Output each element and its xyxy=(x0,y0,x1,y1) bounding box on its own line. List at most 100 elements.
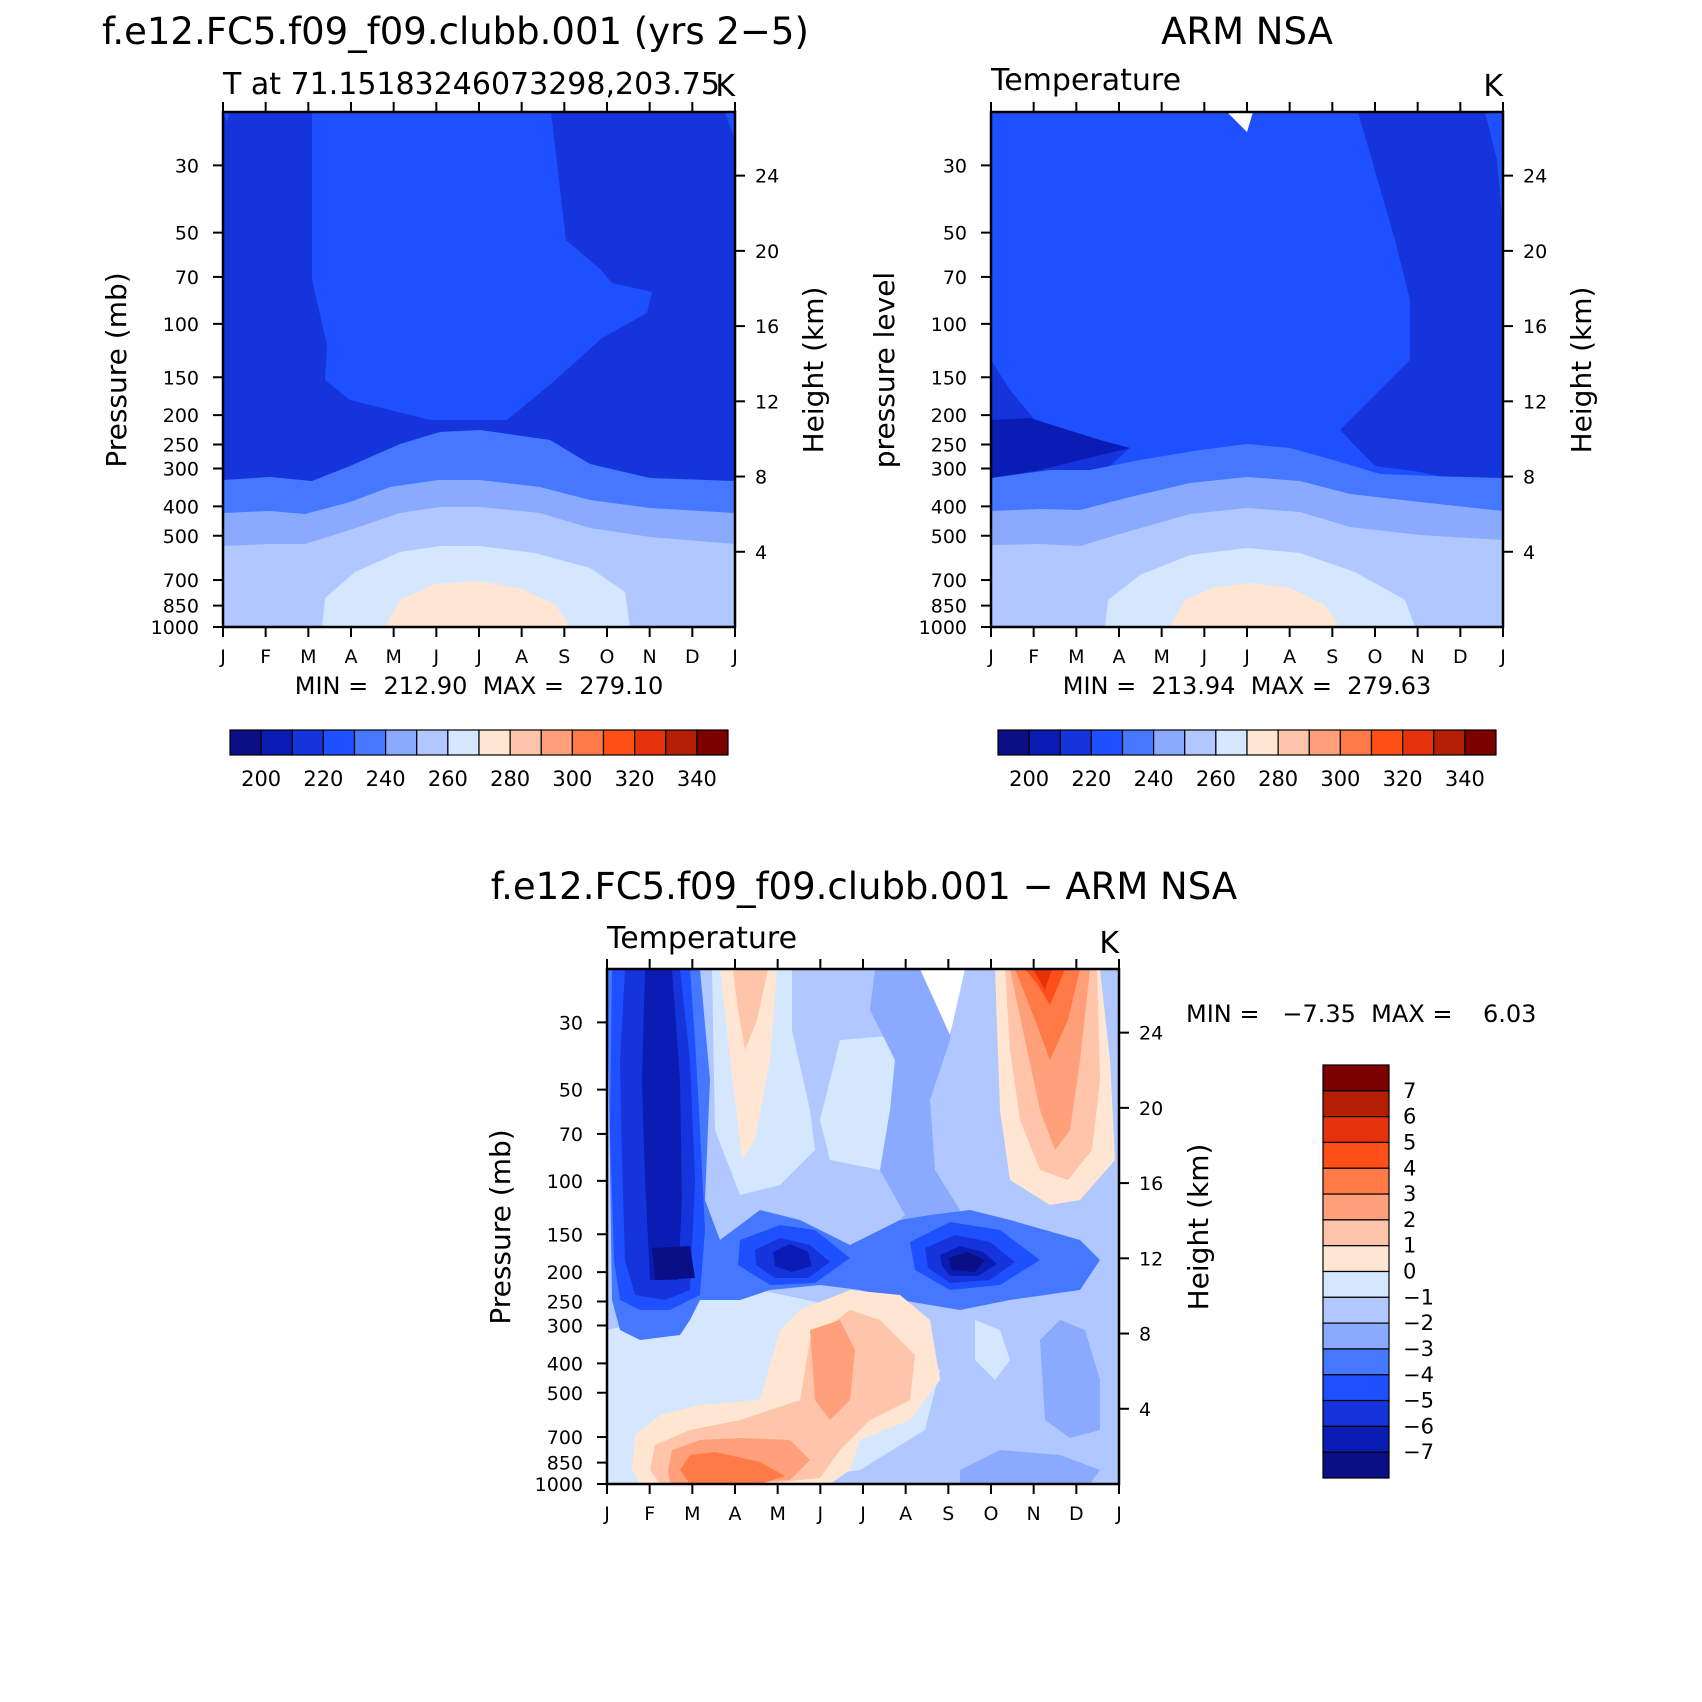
height-tick-label: 24 xyxy=(1139,1023,1163,1045)
colorbar-label: −5 xyxy=(1403,1389,1434,1413)
colorbar-swatch xyxy=(1184,729,1217,756)
contour-band xyxy=(1170,583,1340,627)
panel-difference-subtitle: Temperature xyxy=(606,921,797,956)
colorbar-label: 320 xyxy=(615,767,655,791)
x-tick-label: D xyxy=(1069,1503,1084,1525)
contour-band xyxy=(680,1452,785,1484)
x-tick-label: M xyxy=(684,1503,700,1525)
x-tick-label: J xyxy=(1243,646,1250,668)
colorbar-label: 300 xyxy=(1320,767,1360,791)
y-tick-label: 100 xyxy=(931,314,967,336)
y-tick-label: 300 xyxy=(163,459,199,481)
colorbar-swatch xyxy=(416,729,449,756)
y-tick-label: 30 xyxy=(559,1012,583,1034)
x-tick-label: M xyxy=(385,646,401,668)
colorbar-swatch xyxy=(1322,1399,1390,1427)
y-tick-label: 400 xyxy=(163,496,199,518)
x-tick-label: A xyxy=(729,1503,742,1525)
colorbar-swatch xyxy=(1370,729,1404,756)
x-tick-label: A xyxy=(899,1503,912,1525)
colorbar-label: 340 xyxy=(1445,767,1485,791)
colorbar-swatch xyxy=(696,729,729,756)
x-tick-label: S xyxy=(558,646,570,668)
x-tick-label: A xyxy=(515,646,528,668)
colorbar-label: 320 xyxy=(1383,767,1423,791)
panel-difference: f.e12.FC5.f09_f09.clubb.001 − ARM NSA Te… xyxy=(484,865,1536,1525)
panel-model: f.e12.FC5.f09_f09.clubb.001 (yrs 2−5) T … xyxy=(100,10,830,791)
contour-band xyxy=(773,1244,812,1272)
colorbar-swatch xyxy=(1277,729,1310,756)
x-tick-label: O xyxy=(600,646,615,668)
panel-observation-subtitle: Temperature xyxy=(990,63,1181,98)
x-tick-label: J xyxy=(475,646,482,668)
colorbar-label: 280 xyxy=(490,767,530,791)
colorbar-swatch xyxy=(1121,729,1155,756)
contour-band xyxy=(975,1320,1010,1380)
colorbar-swatch xyxy=(322,729,356,756)
x-tick-label: N xyxy=(1027,1503,1041,1525)
contour-band xyxy=(1340,112,1503,490)
colorbar-label: 200 xyxy=(1009,767,1049,791)
y-tick-label: 250 xyxy=(931,435,967,457)
panel-difference-ylabel-right: Height (km) xyxy=(1182,1144,1215,1311)
colorbar-swatch xyxy=(1464,729,1497,756)
y-tick-label: 1000 xyxy=(151,617,199,639)
contour-band xyxy=(725,112,735,140)
y-tick-label: 100 xyxy=(547,1171,583,1193)
colorbar-swatch xyxy=(1322,1322,1390,1350)
y-tick-label: 100 xyxy=(163,314,199,336)
x-tick-label: S xyxy=(1326,646,1338,668)
colorbar-swatch xyxy=(665,729,698,756)
contour-band xyxy=(991,418,1130,478)
y-tick-label: 700 xyxy=(931,570,967,592)
height-tick-label: 20 xyxy=(1523,241,1547,263)
colorbar-swatch xyxy=(1322,1374,1390,1402)
colorbar-swatch xyxy=(478,729,511,756)
contour-band xyxy=(1040,1320,1100,1438)
panel-observation: ARM NSA Temperature K J F M A M J J A S O N D J 30 50 7… xyxy=(868,10,1598,791)
y-tick-label: 700 xyxy=(163,570,199,592)
panel-observation-contours xyxy=(991,112,1503,627)
height-tick-label: 4 xyxy=(1139,1399,1151,1421)
colorbar-swatch xyxy=(1246,729,1279,756)
x-tick-label: M xyxy=(1068,646,1084,668)
x-tick-label: M xyxy=(769,1503,785,1525)
colorbar-swatch xyxy=(1433,729,1466,756)
y-tick-label: 500 xyxy=(163,526,199,548)
y-tick-label: 30 xyxy=(175,155,199,177)
colorbar-swatch xyxy=(1322,1064,1390,1092)
x-tick-label: J xyxy=(817,1503,824,1525)
colorbar-swatch xyxy=(1308,729,1341,756)
x-tick-label: A xyxy=(1283,646,1296,668)
y-tick-label: 70 xyxy=(559,1124,583,1146)
x-tick-label: N xyxy=(1411,646,1425,668)
x-tick-label: J xyxy=(1499,646,1506,668)
colorbar-label: 3 xyxy=(1403,1182,1416,1206)
colorbar-swatch xyxy=(1402,729,1435,756)
colorbar-label: 0 xyxy=(1403,1260,1416,1284)
x-tick-label: F xyxy=(644,1503,655,1525)
height-tick-label: 24 xyxy=(1523,166,1547,188)
panel-observation-colorbar: 200 220 240 260 280 300 320 340 xyxy=(997,729,1497,791)
y-tick-label: 30 xyxy=(943,155,967,177)
x-tick-label: J xyxy=(987,646,994,668)
panel-model-units: K xyxy=(715,69,736,104)
colorbar-swatch xyxy=(1322,1116,1390,1144)
contour-band xyxy=(870,969,960,1270)
x-tick-label: D xyxy=(1453,646,1468,668)
colorbar-label: −6 xyxy=(1403,1414,1434,1438)
y-tick-label: 1000 xyxy=(919,617,967,639)
x-tick-label: J xyxy=(433,646,440,668)
x-tick-label: A xyxy=(1113,646,1126,668)
y-tick-label: 150 xyxy=(931,367,967,389)
height-tick-label: 12 xyxy=(1139,1248,1163,1270)
y-tick-label: 400 xyxy=(931,496,967,518)
panel-observation-ylabel-right: Height (km) xyxy=(1565,287,1598,454)
colorbar-label: 1 xyxy=(1403,1234,1416,1258)
contour-band xyxy=(920,969,965,1035)
height-tick-label: 8 xyxy=(755,467,767,489)
x-tick-label: J xyxy=(731,646,738,668)
contour-band xyxy=(733,969,768,1050)
y-tick-label: 50 xyxy=(943,223,967,245)
